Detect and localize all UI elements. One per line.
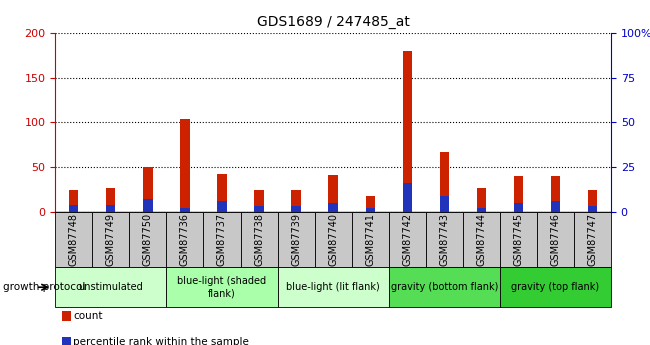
Bar [389, 267, 500, 307]
Text: growth protocol: growth protocol [3, 282, 86, 292]
Text: GSM87750: GSM87750 [143, 213, 153, 266]
Bar [551, 176, 560, 212]
Bar [291, 206, 301, 212]
Bar [402, 183, 412, 212]
Text: GSM87748: GSM87748 [69, 213, 79, 266]
Bar [514, 203, 523, 212]
Bar [203, 212, 240, 267]
Text: GSM87738: GSM87738 [254, 213, 264, 266]
Bar [315, 212, 352, 267]
Bar [180, 208, 190, 212]
Bar [463, 212, 500, 267]
Text: GSM87739: GSM87739 [291, 213, 301, 266]
Bar [278, 267, 389, 307]
Bar [55, 267, 166, 307]
Text: GSM87737: GSM87737 [217, 213, 227, 266]
Bar [500, 212, 537, 267]
Text: GSM87736: GSM87736 [180, 213, 190, 266]
Bar [439, 152, 449, 212]
Bar [426, 212, 463, 267]
Text: unstimulated: unstimulated [79, 282, 143, 292]
Text: count: count [73, 311, 103, 321]
Text: gravity (bottom flank): gravity (bottom flank) [391, 282, 498, 292]
Bar [55, 212, 92, 267]
Text: GSM87742: GSM87742 [402, 213, 412, 266]
Text: GSM87746: GSM87746 [551, 213, 560, 266]
Bar [180, 119, 190, 212]
Text: percentile rank within the sample: percentile rank within the sample [73, 337, 250, 345]
Text: GSM87740: GSM87740 [328, 213, 338, 266]
Bar [240, 212, 278, 267]
Bar [278, 212, 315, 267]
Bar [365, 208, 375, 212]
Bar [389, 212, 426, 267]
Text: GSM87747: GSM87747 [588, 213, 597, 266]
Bar [551, 201, 560, 212]
Bar [69, 190, 79, 212]
Bar [254, 206, 264, 212]
Bar [476, 208, 486, 212]
Bar [588, 190, 597, 212]
Bar [166, 212, 203, 267]
Text: blue-light (lit flank): blue-light (lit flank) [286, 282, 380, 292]
Bar [69, 205, 79, 212]
Text: GSM87749: GSM87749 [106, 213, 116, 266]
Text: GSM87744: GSM87744 [476, 213, 486, 266]
Bar [129, 212, 166, 267]
Bar [217, 201, 227, 212]
Text: GSM87743: GSM87743 [439, 213, 449, 266]
Bar [537, 212, 574, 267]
Text: blue-light (shaded
flank): blue-light (shaded flank) [177, 276, 266, 298]
Bar [291, 190, 301, 212]
Bar [588, 206, 597, 212]
Text: GSM87745: GSM87745 [514, 213, 523, 266]
Bar [106, 188, 116, 212]
Bar [254, 190, 264, 212]
Title: GDS1689 / 247485_at: GDS1689 / 247485_at [257, 15, 410, 29]
Bar [217, 174, 227, 212]
Bar [500, 267, 611, 307]
Text: gravity (top flank): gravity (top flank) [512, 282, 599, 292]
Bar [143, 199, 153, 212]
Bar [352, 212, 389, 267]
Bar [106, 205, 116, 212]
Bar [166, 267, 278, 307]
Bar [514, 176, 523, 212]
Bar [328, 203, 338, 212]
Text: GSM87741: GSM87741 [365, 213, 375, 266]
Bar [328, 175, 338, 212]
Bar [365, 196, 375, 212]
Bar [402, 51, 412, 212]
Bar [143, 167, 153, 212]
Bar [476, 188, 486, 212]
Bar [92, 212, 129, 267]
Bar [439, 196, 449, 212]
Bar [574, 212, 611, 267]
